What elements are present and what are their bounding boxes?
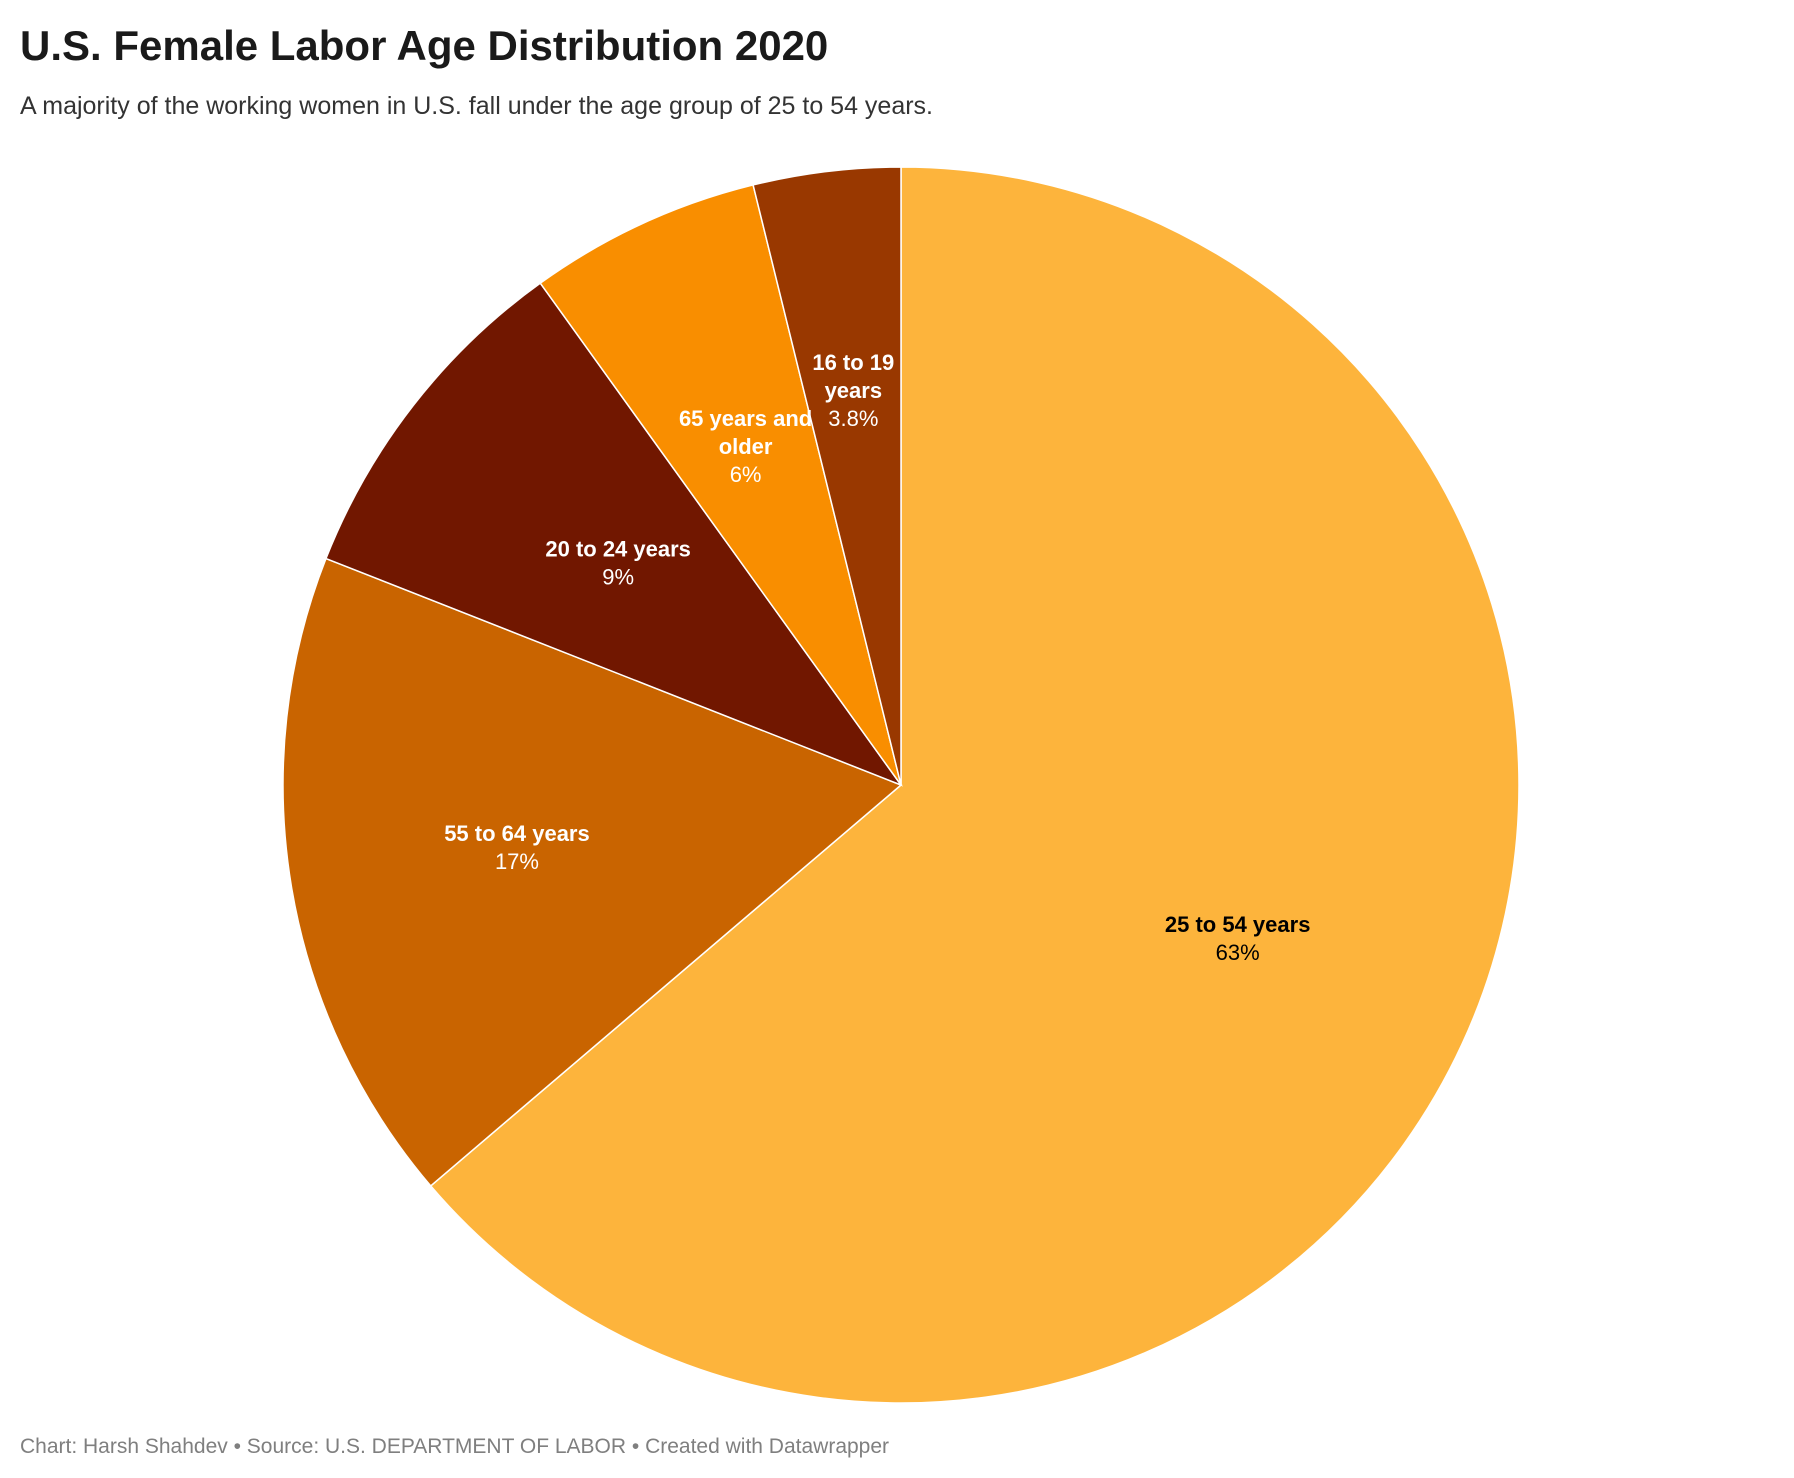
slice-value-label: 63% (1216, 940, 1260, 965)
slice-category-label: older (719, 434, 773, 459)
pie-slice (325, 282, 904, 787)
slice-label: 20 to 24 years 9% (545, 537, 691, 590)
slice-category-label: 65 years and (679, 406, 812, 431)
slice-label: 55 to 64 years 17% (444, 821, 590, 874)
chart-title: U.S. Female Labor Age Distribution 2020 (20, 22, 829, 69)
pie-slice (752, 166, 902, 786)
slice-category-label: years (825, 378, 883, 403)
pie-chart: 25 to 54 years 63% 55 to 64 years 17% 20 to … (282, 166, 1520, 1404)
pie-slice (539, 184, 902, 786)
slice-category-label: 20 to 24 years (545, 537, 691, 562)
slice-value-label: 17% (495, 849, 539, 874)
slice-label: 25 to 54 years 63% (1165, 912, 1311, 965)
chart-footer: Chart: Harsh Shahdev • Source: U.S. DEPA… (20, 1435, 890, 1458)
slice-label: 16 to 19 years 3.8% (812, 350, 894, 431)
slice-category-label: 16 to 19 (812, 350, 894, 375)
pie-chart-container: 25 to 54 years 63% 55 to 64 years 17% 20 to … (0, 140, 1794, 1430)
slice-label: 65 years and older 6% (679, 406, 812, 487)
chart-subtitle: A majority of the working women in U.S. … (20, 92, 934, 120)
slice-value-label: 9% (602, 565, 634, 590)
slice-value-label: 3.8% (828, 406, 878, 431)
slice-labels: 25 to 54 years 63% 55 to 64 years 17% 20 to … (444, 350, 1310, 965)
pie-slice (429, 166, 1520, 1404)
slice-category-label: 55 to 64 years (444, 821, 590, 846)
slice-value-label: 6% (730, 462, 762, 487)
pie-slice (282, 557, 903, 1187)
slice-category-label: 25 to 54 years (1165, 912, 1311, 937)
